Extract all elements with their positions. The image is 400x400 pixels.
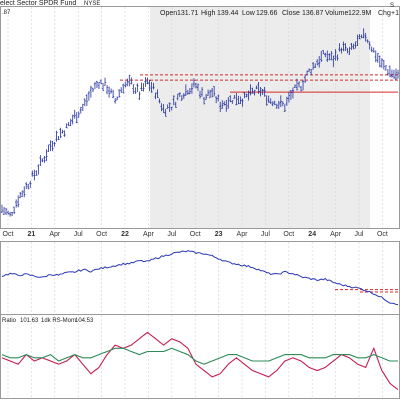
price-shaded-region (150, 7, 370, 228)
price-gridlines (7, 7, 383, 228)
x-tick-label: Apr (237, 231, 249, 238)
rs-ratio-line (1, 331, 399, 391)
volume-label: Volume (325, 10, 348, 17)
x-tick-label: Apr (330, 231, 342, 238)
x-tick-label: Oct (377, 231, 388, 238)
open-label: Open (160, 10, 177, 17)
chg-value: +1 (391, 10, 399, 17)
indicator-mom-label: 1dk RS-Mom (41, 318, 76, 324)
rs-momentum-line (1, 347, 398, 365)
volume-value: 122.9M (348, 10, 372, 17)
exchange-label: NYSE (84, 1, 100, 7)
x-tick-label: 23 (215, 231, 223, 238)
rs-series-line (1, 250, 399, 306)
x-tick-label: Jul (167, 231, 176, 238)
x-tick-label: Jul (74, 231, 83, 238)
open-value: 131.71 (177, 10, 199, 17)
low-value: 129.66 (256, 10, 278, 17)
price-fragment: .87 (2, 10, 11, 16)
indicator-ratio-label: Ratio (2, 318, 17, 324)
high-label: High (201, 10, 216, 17)
x-tick-label: Apr (49, 231, 61, 238)
indicator-mom-value: 104.53 (75, 318, 94, 324)
rs-gridlines (7, 242, 383, 314)
x-tick-label: 22 (121, 231, 129, 238)
high-value: 139.44 (217, 10, 239, 17)
x-tick-label: 24 (308, 231, 316, 238)
rrg-gridlines (7, 315, 383, 398)
chg-label: Chg (378, 10, 391, 17)
chart-title: elect Sector SPDR Fund (0, 0, 76, 7)
rrg-lines (1, 331, 399, 391)
x-axis-ticks: Oct 21 Apr Jul Oct 22 Apr Jul Oct 23 Apr Jul Oct 24 Ap… (3, 231, 388, 238)
price-ohlc-bars (0, 28, 400, 217)
rs-line (1, 250, 399, 306)
x-tick-label: 21 (28, 231, 36, 238)
x-tick-label: Oct (3, 231, 14, 238)
indicator-ratio-value: 101.63 (20, 318, 39, 324)
corner-fragment: S (390, 3, 394, 9)
low-label: Low (242, 10, 256, 17)
close-value: 136.87 (302, 10, 324, 17)
x-tick-label: Oct (283, 231, 294, 238)
rs-levels (335, 289, 398, 293)
x-tick-label: Apr (143, 231, 155, 238)
price-support-lines (120, 74, 398, 93)
x-tick-label: Jul (355, 231, 364, 238)
x-tick-label: Jul (261, 231, 270, 238)
x-tick-label: Oct (190, 231, 201, 238)
close-label: Close (282, 10, 300, 17)
x-tick-label: Oct (96, 231, 107, 238)
